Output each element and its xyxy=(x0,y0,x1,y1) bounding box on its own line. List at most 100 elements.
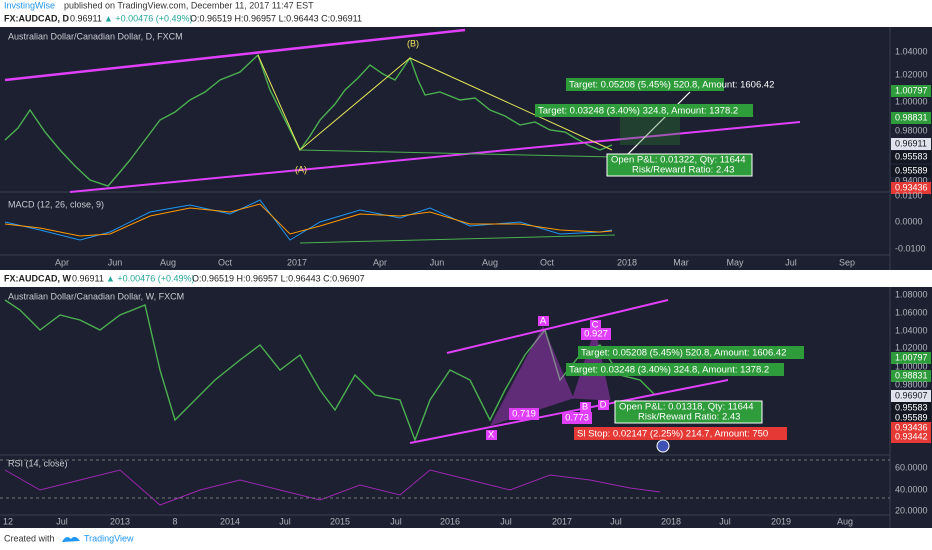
price-axis-label: 1.06000 xyxy=(895,307,928,317)
price-axis-label: 0.95589 xyxy=(895,412,928,422)
price-axis-label: 0.96907 xyxy=(895,390,928,400)
time-axis-label: Apr xyxy=(55,257,69,267)
price-axis-label: 1.00000 xyxy=(895,361,928,371)
target-label: Target: 0.03248 (3.40%) 324.8, Amount: 1… xyxy=(569,365,769,376)
daily-panel xyxy=(0,27,932,270)
time-axis-label: Jul xyxy=(500,516,512,526)
time-axis-label: 2019 xyxy=(771,516,791,526)
change: ▲ +0.00476 (+0.49%) xyxy=(106,273,194,283)
price-axis-label: 0.93442 xyxy=(895,431,928,441)
price-axis-label: 1.00000 xyxy=(895,96,928,106)
point-label: X xyxy=(488,430,495,441)
target-label: Target: 0.03248 (3.40%) 324.8, Amount: 1… xyxy=(538,106,738,117)
price-line xyxy=(4,53,613,187)
rr-label: Risk/Reward Ratio: 2.43 xyxy=(638,412,740,423)
time-axis-label: 8 xyxy=(172,516,177,526)
price-label-box xyxy=(891,412,931,424)
price-label-box xyxy=(891,85,931,97)
price-label-box xyxy=(891,138,931,150)
price-label-box xyxy=(891,112,931,124)
wave-label: (A) xyxy=(295,164,307,174)
panel-title: Australian Dollar/Canadian Dollar, W, FX… xyxy=(8,291,184,301)
time-axis-label: Aug xyxy=(160,257,176,267)
target-zone xyxy=(620,115,680,145)
price-label-box xyxy=(891,390,931,402)
price-axis-label: 1.04000 xyxy=(895,325,928,335)
time-axis-label: 2014 xyxy=(220,516,240,526)
rsi-line xyxy=(4,469,661,506)
price-axis-label: 1.02000 xyxy=(895,69,928,79)
stop-box xyxy=(574,427,787,440)
ratio-label: 0.719 xyxy=(512,409,536,420)
weekly-symbol-line: FX:AUDCAD, W 0.96911 ▲ +0.00476 (+0.49%)… xyxy=(4,273,365,283)
pnl-label: Open P&L: 0.01318, Qty: 11644 xyxy=(619,402,754,413)
channel-upper xyxy=(446,299,669,354)
price-label-box xyxy=(891,402,931,414)
weekly-panel xyxy=(0,287,932,528)
time-axis-label: 12 xyxy=(3,516,13,526)
last: 0.96911 xyxy=(70,13,102,23)
price-label-box xyxy=(891,431,931,443)
point-label: B xyxy=(582,402,588,413)
price-axis-label: 0.98000 xyxy=(895,379,928,389)
time-axis-label: Aug xyxy=(482,257,498,267)
last: 0.96911 xyxy=(72,273,104,283)
time-axis-label: Sep xyxy=(839,257,855,267)
indicator-axis-label: 0.0100 xyxy=(895,190,923,200)
indicator-title: RSI (14, close) xyxy=(8,458,68,468)
price-axis-label: 0.94000 xyxy=(895,175,928,185)
point-label: C xyxy=(592,320,599,331)
price-axis-label: 0.93436 xyxy=(895,182,928,192)
event-icon[interactable] xyxy=(656,439,670,453)
target-box xyxy=(566,363,784,376)
price-axis-label: 0.93436 xyxy=(895,422,928,432)
time-axis-label: Aug xyxy=(837,516,853,526)
target-box xyxy=(535,104,753,117)
indicator-axis-label: -0.0100 xyxy=(895,243,926,253)
price-axis-label: 0.98831 xyxy=(895,112,928,122)
pnl-label: Open P&L: 0.01322, Qty: 11644 xyxy=(611,155,746,166)
time-axis-label: Jul xyxy=(785,257,797,267)
price-axis-label: 1.02000 xyxy=(895,342,928,352)
time-axis-label: Jul xyxy=(610,516,622,526)
price-label-box xyxy=(891,370,931,382)
price-label-box xyxy=(891,352,931,364)
ratio-label: 0.927 xyxy=(584,329,608,340)
support-line xyxy=(299,149,616,158)
time-axis-label: 2017 xyxy=(287,257,307,267)
wave-lines xyxy=(257,54,613,151)
ratio-label: 0.773 xyxy=(565,413,589,424)
price-axis-label: 0.95583 xyxy=(895,151,928,161)
indicator-axis-label: 20.0000 xyxy=(895,505,928,515)
indicator-title: MACD (12, 26, close, 9) xyxy=(8,199,104,209)
ohlc: O:0.96519 H:0.96957 L:0.96443 C:0.96911 xyxy=(190,13,362,23)
pnl-box xyxy=(614,400,763,424)
time-axis-label: Jul xyxy=(56,516,68,526)
change: ▲ +0.00476 (+0.49%) xyxy=(104,13,192,23)
stop-label: Sl Stop: 0.02147 (2.25%) 214.7, Amount: … xyxy=(577,429,768,440)
time-axis-label: Jul xyxy=(279,516,291,526)
signal-line xyxy=(4,203,613,237)
price-label-box xyxy=(891,151,931,163)
rr-label: Risk/Reward Ratio: 2.43 xyxy=(632,165,734,176)
author[interactable]: InvstingWise xyxy=(4,0,55,10)
wave-label: (B) xyxy=(407,38,419,48)
symbol: FX:AUDCAD, W xyxy=(4,273,71,283)
price-axis-label: 0.95589 xyxy=(895,165,928,175)
target-box xyxy=(578,346,804,359)
channel-upper xyxy=(4,28,466,82)
price-axis-label: 0.98000 xyxy=(895,125,928,135)
footer-brand[interactable]: TradingView xyxy=(84,533,134,543)
time-axis-label: 2018 xyxy=(617,257,637,267)
daily-symbol-line: FX:AUDCAD, D 0.96911 ▲ +0.00476 (+0.49%)… xyxy=(4,13,362,23)
price-axis-label: 1.08000 xyxy=(895,289,928,299)
price-axis-label: 0.95583 xyxy=(895,402,928,412)
time-axis-label: Jul xyxy=(719,516,731,526)
price-label-box xyxy=(891,182,931,194)
time-axis-label: 2018 xyxy=(661,516,681,526)
point-label: D xyxy=(600,400,607,411)
time-axis-label: Oct xyxy=(218,257,233,267)
time-axis-label: Jun xyxy=(430,257,445,267)
indicator-axis-label: 60.0000 xyxy=(895,462,928,472)
